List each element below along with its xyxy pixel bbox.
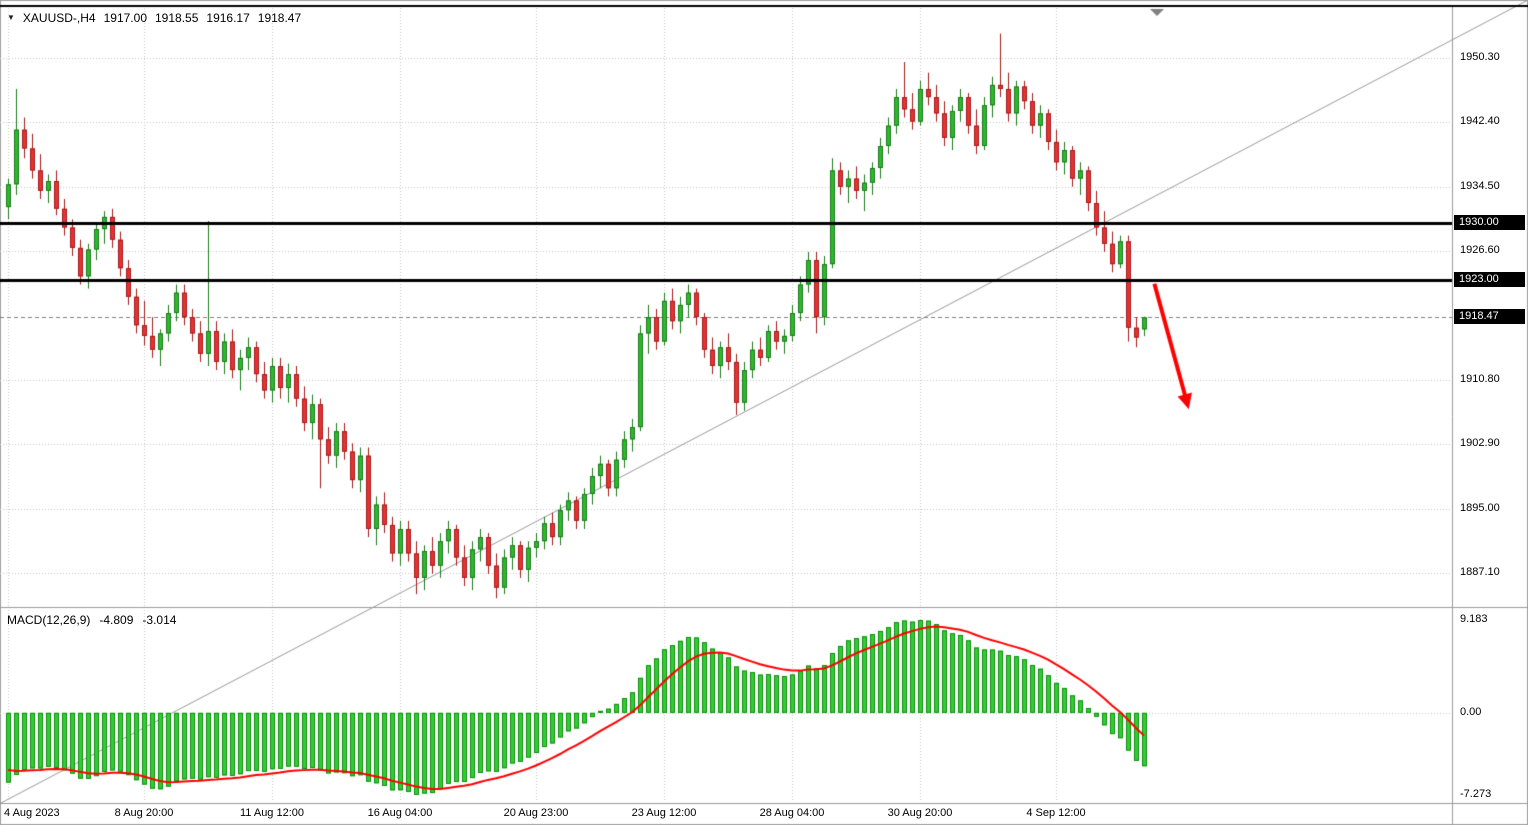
price-axis-label: 1887.10 <box>1460 565 1500 578</box>
symbol-dropdown-icon: ▼ <box>7 12 15 22</box>
price-axis-label: 1910.80 <box>1460 372 1500 385</box>
indicator-axis-label: -7.273 <box>1460 788 1492 800</box>
time-axis-label: 30 Aug 20:00 <box>887 807 953 819</box>
time-axis-label: 4 Sep 12:00 <box>1026 807 1086 819</box>
time-axis-label: 23 Aug 12:00 <box>631 807 697 819</box>
level-price-tag: 1930.00 <box>1454 215 1525 231</box>
symbol-timeframe-label: XAUUSD-,H4 <box>22 11 96 25</box>
macd-signal-value: -3.014 <box>142 613 177 627</box>
price-axis-label: 1950.30 <box>1460 51 1500 63</box>
price-axis-label: 1942.40 <box>1460 115 1500 128</box>
price-axis-label: 1902.90 <box>1460 437 1500 450</box>
high-value: 1918.55 <box>155 11 199 25</box>
low-value: 1916.17 <box>206 11 250 25</box>
macd-name: MACD(12,26,9) <box>7 613 91 627</box>
time-axis-label: 16 Aug 04:00 <box>367 807 433 819</box>
price-axis-label: 1895.00 <box>1460 501 1500 514</box>
close-value: 1918.47 <box>257 11 302 25</box>
time-axis-label: 11 Aug 12:00 <box>239 807 305 819</box>
indicator-axis-label: 9.183 <box>1460 613 1488 625</box>
macd-indicator-label: MACD(12,26,9) -4.809 -3.014 <box>7 613 176 627</box>
open-value: 1917.00 <box>103 11 147 25</box>
time-axis-label: 20 Aug 23:00 <box>503 807 569 819</box>
level-price-tag: 1923.00 <box>1454 272 1525 288</box>
price-axis-label: 1934.50 <box>1460 179 1500 192</box>
time-axis-label: 8 Aug 20:00 <box>114 807 174 819</box>
current-price-tag: 1918.47 <box>1454 309 1525 325</box>
indicator-axis-label: 0.00 <box>1460 705 1482 718</box>
time-axis-label: 4 Aug 2023 <box>4 807 60 819</box>
price-axis-label: 1926.60 <box>1460 244 1500 257</box>
time-axis-label: 28 Aug 04:00 <box>759 807 825 819</box>
ohlc-info: ▼ XAUUSD-,H4 1917.00 1918.55 1916.17 191… <box>7 11 301 25</box>
macd-main-value: -4.809 <box>99 613 134 627</box>
